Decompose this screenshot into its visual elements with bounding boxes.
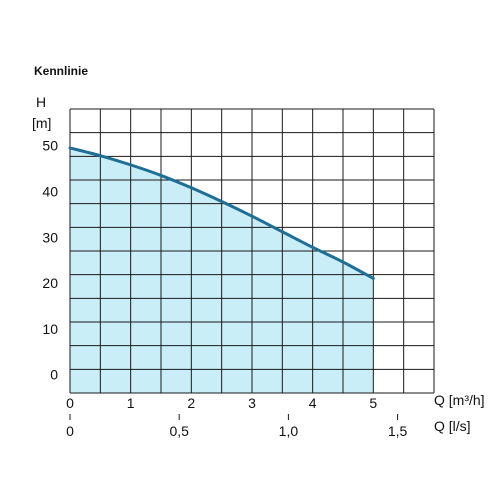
x-tick-label-ls: 0 (66, 423, 74, 439)
y-tick-label: 40 (42, 183, 58, 199)
chart-title: Kennlinie (34, 64, 88, 78)
curve-line-layer (68, 146, 375, 280)
x-axis-label-m3h: Q [m³/h] (434, 392, 485, 408)
y-tick-label: 50 (42, 138, 58, 154)
x-tick-label-m3h: 5 (369, 395, 377, 411)
y-tick-label: 30 (42, 229, 58, 245)
x-tick-label-ls: 1,0 (279, 423, 299, 439)
x-tick-label-m3h: 3 (248, 395, 256, 411)
y-axis-label: H (36, 94, 46, 110)
y-tick-label: 20 (42, 275, 58, 291)
y-tick-label: 10 (42, 321, 58, 337)
x-tick-label-ls: 1,5 (388, 423, 408, 439)
x-axis-label-ls: Q [l/s] (434, 418, 471, 434)
x-tick-label-m3h: 2 (187, 395, 195, 411)
x-tick-label-m3h: 1 (127, 395, 135, 411)
y-axis-unit: [m] (32, 115, 51, 131)
y-tick-label: 0 (50, 367, 58, 383)
series-line (68, 146, 375, 280)
grid-layer (69, 108, 435, 394)
x-tick-label-ls: 0,5 (169, 423, 189, 439)
x-tick-label-m3h: 0 (66, 395, 74, 411)
x-tick-label-m3h: 4 (309, 395, 317, 411)
